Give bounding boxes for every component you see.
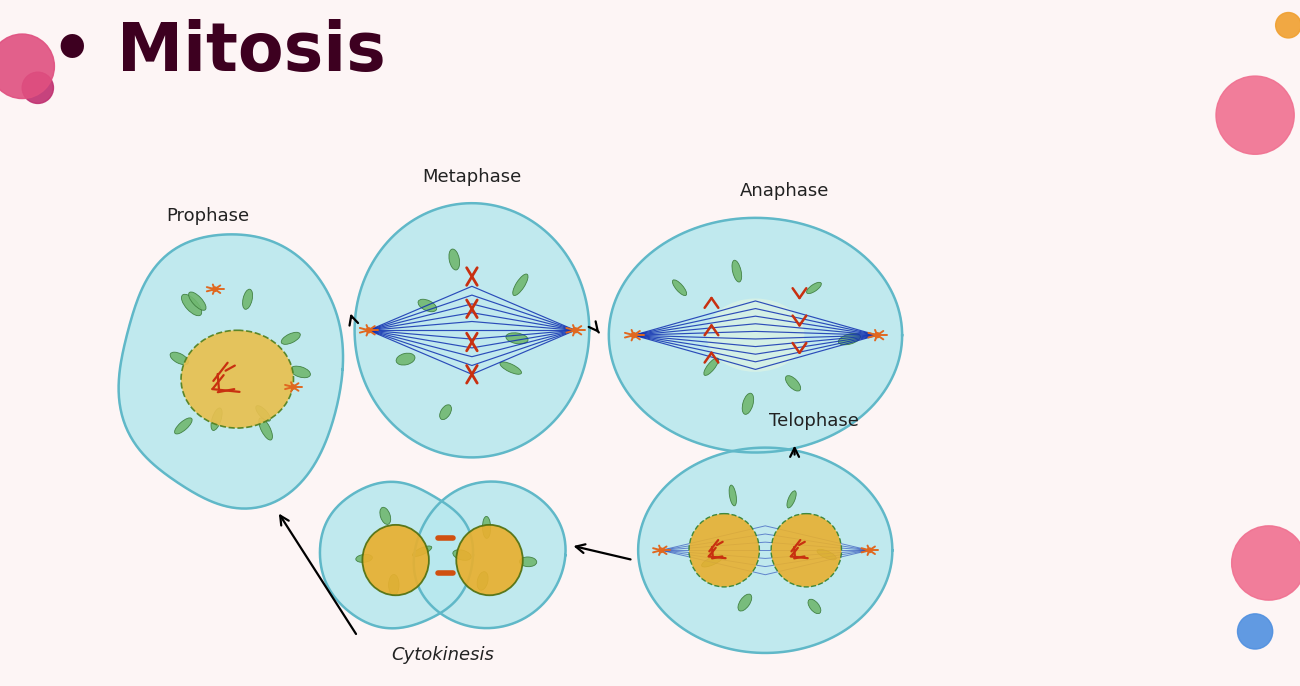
Circle shape xyxy=(659,548,663,552)
Ellipse shape xyxy=(672,280,686,296)
Polygon shape xyxy=(320,482,473,628)
Ellipse shape xyxy=(182,294,202,316)
Ellipse shape xyxy=(703,358,719,375)
Ellipse shape xyxy=(729,485,737,506)
Ellipse shape xyxy=(512,274,528,296)
Ellipse shape xyxy=(412,546,432,556)
Circle shape xyxy=(573,328,577,333)
Ellipse shape xyxy=(785,376,801,391)
Ellipse shape xyxy=(786,490,796,508)
Circle shape xyxy=(1216,76,1295,154)
Ellipse shape xyxy=(256,405,270,421)
Ellipse shape xyxy=(771,514,841,587)
Ellipse shape xyxy=(290,366,311,378)
Circle shape xyxy=(867,548,872,552)
Ellipse shape xyxy=(816,549,836,560)
Circle shape xyxy=(1238,614,1273,649)
Ellipse shape xyxy=(211,408,222,431)
Polygon shape xyxy=(608,218,902,453)
Ellipse shape xyxy=(477,571,488,590)
Ellipse shape xyxy=(419,299,437,311)
Ellipse shape xyxy=(389,574,399,595)
Polygon shape xyxy=(118,235,343,508)
Polygon shape xyxy=(638,448,892,653)
Circle shape xyxy=(291,385,295,389)
Ellipse shape xyxy=(396,353,415,365)
Ellipse shape xyxy=(380,508,391,524)
Ellipse shape xyxy=(482,517,490,539)
Text: Metaphase: Metaphase xyxy=(422,167,521,186)
Text: • Mitosis: • Mitosis xyxy=(52,19,386,85)
Ellipse shape xyxy=(281,332,300,344)
Ellipse shape xyxy=(181,330,294,428)
Ellipse shape xyxy=(707,298,805,372)
Ellipse shape xyxy=(452,549,471,560)
Ellipse shape xyxy=(188,292,205,310)
Circle shape xyxy=(1231,526,1300,600)
Ellipse shape xyxy=(243,289,252,309)
Text: Prophase: Prophase xyxy=(166,206,250,225)
Ellipse shape xyxy=(806,283,822,294)
Ellipse shape xyxy=(500,362,521,375)
Ellipse shape xyxy=(689,514,759,587)
Circle shape xyxy=(22,72,53,104)
Circle shape xyxy=(1275,12,1300,38)
Ellipse shape xyxy=(448,249,460,270)
Ellipse shape xyxy=(732,260,741,282)
Text: Telophase: Telophase xyxy=(770,412,859,430)
Ellipse shape xyxy=(259,418,273,440)
Text: Anaphase: Anaphase xyxy=(740,182,829,200)
Ellipse shape xyxy=(742,393,754,414)
Circle shape xyxy=(0,34,55,99)
Ellipse shape xyxy=(439,405,451,420)
Ellipse shape xyxy=(356,554,372,563)
Ellipse shape xyxy=(738,594,751,611)
Circle shape xyxy=(367,328,370,333)
Polygon shape xyxy=(413,482,566,628)
Circle shape xyxy=(632,333,636,338)
Text: Cytokinesis: Cytokinesis xyxy=(391,646,494,664)
Circle shape xyxy=(213,287,217,292)
Ellipse shape xyxy=(363,525,429,595)
Ellipse shape xyxy=(520,557,537,567)
Ellipse shape xyxy=(456,525,523,595)
Ellipse shape xyxy=(702,555,723,567)
Ellipse shape xyxy=(838,333,861,345)
Circle shape xyxy=(875,333,880,338)
Polygon shape xyxy=(355,203,589,458)
Ellipse shape xyxy=(809,599,820,614)
Ellipse shape xyxy=(174,418,192,434)
Ellipse shape xyxy=(170,352,188,365)
Ellipse shape xyxy=(506,333,528,344)
